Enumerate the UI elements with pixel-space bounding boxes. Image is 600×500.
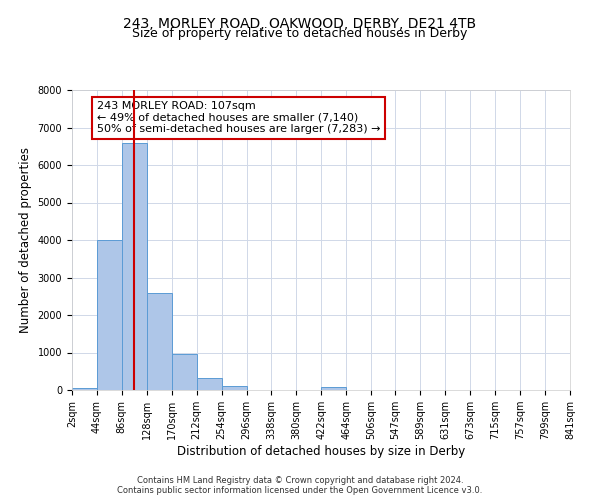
X-axis label: Distribution of detached houses by size in Derby: Distribution of detached houses by size …	[177, 445, 465, 458]
Bar	[122, 142, 147, 390]
Text: 243 MORLEY ROAD: 107sqm
← 49% of detached houses are smaller (7,140)
50% of semi: 243 MORLEY ROAD: 107sqm ← 49% of detache…	[97, 101, 380, 134]
Bar	[197, 378, 221, 390]
Bar	[172, 354, 197, 390]
Y-axis label: Number of detached properties: Number of detached properties	[19, 147, 32, 333]
Text: 243, MORLEY ROAD, OAKWOOD, DERBY, DE21 4TB: 243, MORLEY ROAD, OAKWOOD, DERBY, DE21 4…	[124, 18, 476, 32]
Bar	[97, 240, 122, 390]
Bar	[72, 388, 97, 390]
Text: Contains public sector information licensed under the Open Government Licence v3: Contains public sector information licen…	[118, 486, 482, 495]
Bar	[321, 387, 346, 390]
Text: Contains HM Land Registry data © Crown copyright and database right 2024.: Contains HM Land Registry data © Crown c…	[137, 476, 463, 485]
Bar	[221, 386, 247, 390]
Text: Size of property relative to detached houses in Derby: Size of property relative to detached ho…	[133, 28, 467, 40]
Bar	[147, 292, 172, 390]
